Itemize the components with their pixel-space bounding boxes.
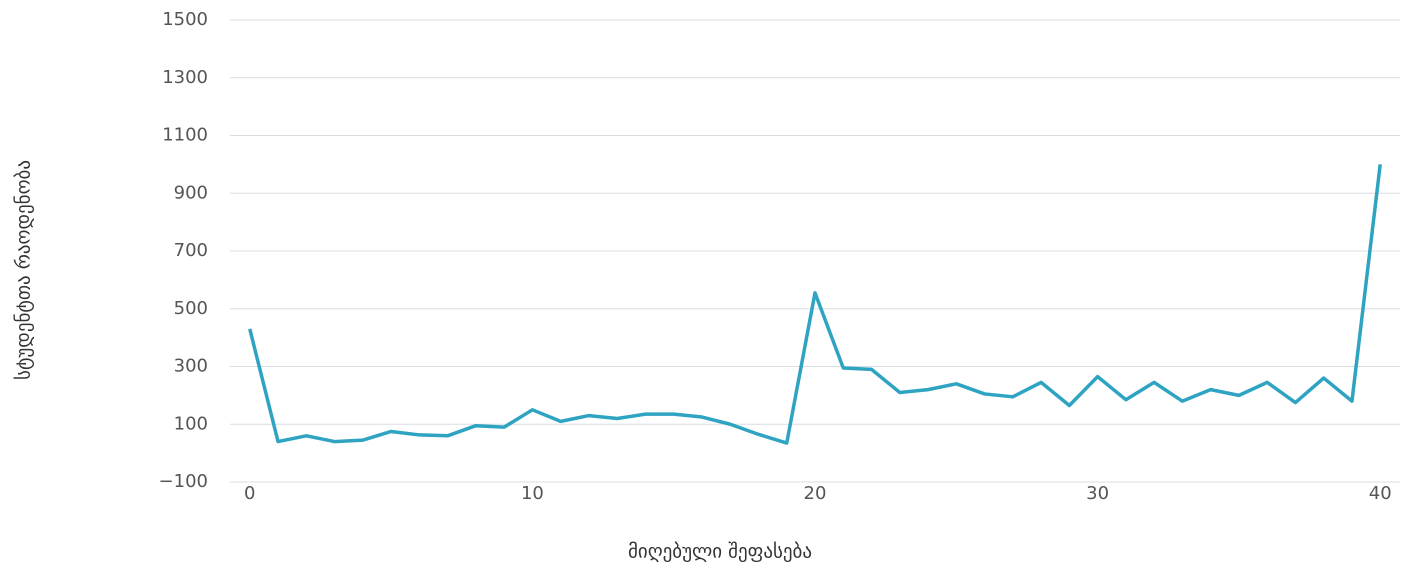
y-tick-label: 100 <box>174 413 208 434</box>
x-tick-label: 20 <box>804 483 827 504</box>
y-tick-label: −100 <box>159 471 208 492</box>
y-tick-label: 300 <box>174 356 208 377</box>
x-tick-label: 30 <box>1086 483 1109 504</box>
x-axis-title: მიღებული შეფასება <box>628 541 812 563</box>
y-tick-label: 1300 <box>162 67 208 88</box>
data-line <box>248 164 1382 445</box>
y-tick-label: 1500 <box>162 9 208 30</box>
x-tick-label: 10 <box>521 483 544 504</box>
y-axis-title: სტუდენტთა რაოდენობა <box>13 160 35 380</box>
y-tick-label: 700 <box>174 240 208 261</box>
y-tick-label: 900 <box>174 182 208 203</box>
y-tick-label: 1100 <box>162 125 208 146</box>
x-tick-label: 40 <box>1369 483 1392 504</box>
x-tick-label: 0 <box>244 483 255 504</box>
y-tick-label: 500 <box>174 298 208 319</box>
